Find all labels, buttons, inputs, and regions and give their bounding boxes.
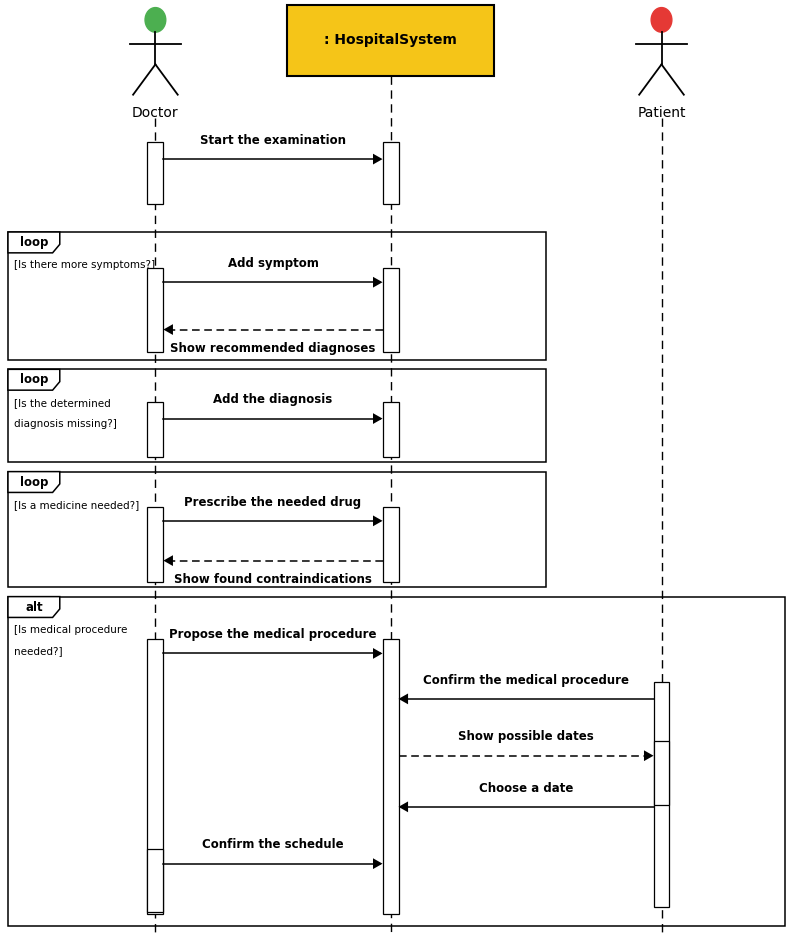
Text: Show recommended diagnoses: Show recommended diagnoses <box>171 342 375 355</box>
Text: Confirm the medical procedure: Confirm the medical procedure <box>423 673 629 687</box>
Polygon shape <box>163 555 173 566</box>
Polygon shape <box>373 515 383 527</box>
Bar <box>383 639 398 914</box>
Polygon shape <box>8 472 60 492</box>
Polygon shape <box>373 413 383 424</box>
Polygon shape <box>373 277 383 288</box>
Bar <box>287 5 494 76</box>
Bar <box>147 402 163 457</box>
Text: Start the examination: Start the examination <box>200 134 346 147</box>
Polygon shape <box>644 750 654 761</box>
Bar <box>383 402 398 457</box>
Polygon shape <box>398 693 408 705</box>
Circle shape <box>145 8 166 32</box>
Text: [Is a medicine needed?]: [Is a medicine needed?] <box>14 500 139 510</box>
Text: Patient: Patient <box>638 106 685 120</box>
Text: Confirm the schedule: Confirm the schedule <box>202 838 344 851</box>
Text: alt: alt <box>25 600 43 614</box>
Text: Show found contraindications: Show found contraindications <box>174 573 372 586</box>
Text: needed?]: needed?] <box>14 646 63 656</box>
Polygon shape <box>373 153 383 165</box>
Text: Choose a date: Choose a date <box>479 781 573 795</box>
Text: Doctor: Doctor <box>132 106 179 120</box>
Bar <box>654 682 669 907</box>
Bar <box>147 639 163 914</box>
Text: loop: loop <box>20 475 48 489</box>
Text: [Is there more symptoms?]: [Is there more symptoms?] <box>14 260 155 271</box>
Polygon shape <box>398 801 408 813</box>
Text: [Is the determined: [Is the determined <box>14 398 111 408</box>
Polygon shape <box>373 858 383 869</box>
Bar <box>383 268 398 352</box>
Text: loop: loop <box>20 373 48 386</box>
Polygon shape <box>373 648 383 659</box>
Circle shape <box>651 8 672 32</box>
Text: : HospitalSystem: : HospitalSystem <box>324 33 457 47</box>
Bar <box>383 507 398 582</box>
Text: Prescribe the needed drug: Prescribe the needed drug <box>184 495 362 509</box>
Polygon shape <box>8 232 60 253</box>
Bar <box>147 142 163 204</box>
Text: Add the diagnosis: Add the diagnosis <box>214 393 332 406</box>
Text: Propose the medical procedure: Propose the medical procedure <box>169 628 377 641</box>
Bar <box>654 741 669 805</box>
Bar <box>147 849 163 912</box>
Bar <box>8 232 546 360</box>
Bar <box>8 369 546 462</box>
Text: [Is medical procedure: [Is medical procedure <box>14 625 128 635</box>
Text: loop: loop <box>20 236 48 249</box>
Text: Show possible dates: Show possible dates <box>458 730 594 743</box>
Polygon shape <box>8 369 60 390</box>
Polygon shape <box>8 597 60 617</box>
Bar <box>8 597 785 926</box>
Bar <box>383 142 398 204</box>
Bar <box>8 472 546 587</box>
Text: diagnosis missing?]: diagnosis missing?] <box>14 419 117 429</box>
Bar <box>147 507 163 582</box>
Text: Add symptom: Add symptom <box>227 257 319 270</box>
Polygon shape <box>163 324 173 335</box>
Bar <box>147 268 163 352</box>
